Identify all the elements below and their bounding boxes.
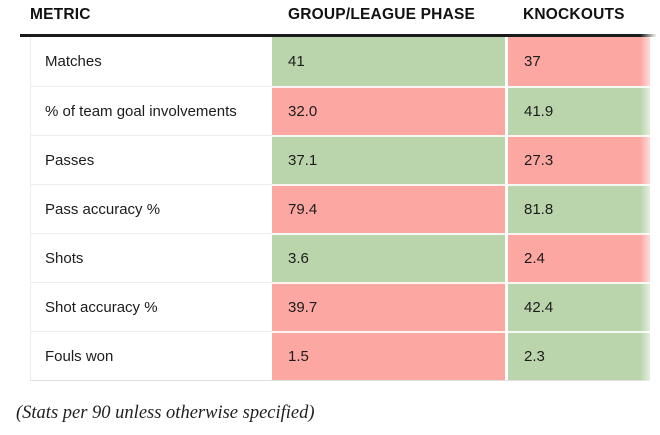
metric-cell: Matches: [30, 37, 272, 86]
table-row: % of team goal involvements 32.0 41.9: [30, 86, 650, 135]
stats-table: METRIC GROUP/LEAGUE PHASE KNOCKOUTS Matc…: [20, 0, 656, 381]
column-header-metric: METRIC: [30, 6, 91, 23]
group-league-phase-value-cell: 32.0: [272, 86, 508, 135]
group-league-phase-value-cell: 41: [272, 37, 508, 86]
group-league-phase-value-cell: 1.5: [272, 331, 508, 380]
metric-cell: Shot accuracy %: [30, 282, 272, 331]
table-row: Shots 3.6 2.4: [30, 233, 650, 282]
footnote: (Stats per 90 unless otherwise specified…: [16, 403, 315, 423]
knockouts-value-cell: 41.9: [508, 86, 650, 135]
knockouts-value-cell: 81.8: [508, 184, 650, 233]
column-header-knockouts: KNOCKOUTS: [523, 6, 625, 23]
table-header-row: METRIC GROUP/LEAGUE PHASE KNOCKOUTS: [20, 0, 656, 37]
knockouts-value-cell: 2.3: [508, 331, 650, 380]
group-league-phase-value-cell: 37.1: [272, 135, 508, 184]
metric-cell: Passes: [30, 135, 272, 184]
knockouts-value-cell: 37: [508, 37, 650, 86]
table-row: Pass accuracy % 79.4 81.8: [30, 184, 650, 233]
table-row: Passes 37.1 27.3: [30, 135, 650, 184]
table-body: Matches 41 37 % of team goal involvement…: [30, 37, 650, 381]
group-league-phase-value-cell: 39.7: [272, 282, 508, 331]
group-league-phase-value-cell: 79.4: [272, 184, 508, 233]
table-row: Matches 41 37: [30, 37, 650, 86]
metric-cell: Pass accuracy %: [30, 184, 272, 233]
metric-cell: Shots: [30, 233, 272, 282]
knockouts-value-cell: 27.3: [508, 135, 650, 184]
table-row: Shot accuracy % 39.7 42.4: [30, 282, 650, 331]
knockouts-value-cell: 42.4: [508, 282, 650, 331]
column-header-group-league-phase: GROUP/LEAGUE PHASE: [288, 6, 476, 23]
group-league-phase-value-cell: 3.6: [272, 233, 508, 282]
metric-cell: Fouls won: [30, 331, 272, 380]
table-row: Fouls won 1.5 2.3: [30, 331, 650, 380]
metric-cell: % of team goal involvements: [30, 86, 272, 135]
knockouts-value-cell: 2.4: [508, 233, 650, 282]
